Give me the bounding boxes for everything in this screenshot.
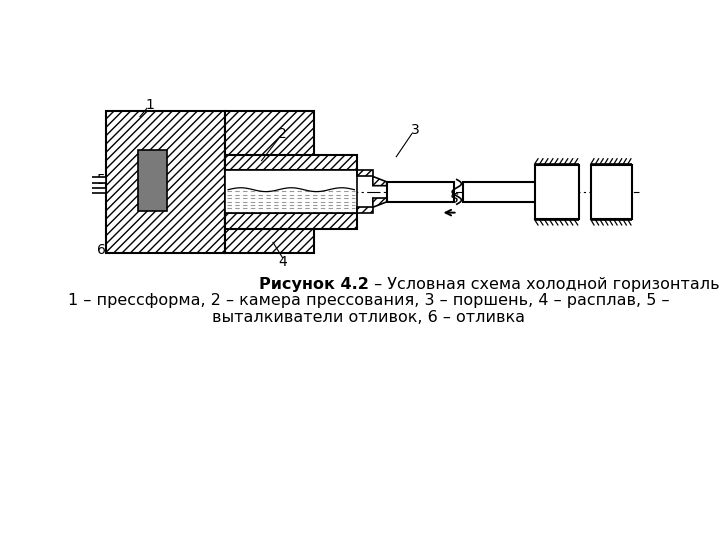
Text: выталкиватели отливок, 6 – отливка: выталкиватели отливок, 6 – отливка — [212, 310, 526, 326]
Bar — [534, 165, 579, 219]
Bar — [357, 207, 373, 213]
Polygon shape — [373, 198, 387, 207]
Bar — [387, 182, 454, 202]
Bar — [106, 111, 225, 253]
Bar — [225, 111, 314, 170]
Text: 4: 4 — [279, 255, 287, 269]
Text: S: S — [450, 192, 459, 206]
Bar — [225, 213, 314, 253]
Text: 2: 2 — [279, 127, 287, 141]
Text: 1: 1 — [145, 98, 154, 112]
Text: 5: 5 — [96, 173, 105, 187]
Text: – Условная схема холодной горизонтальной камеры прессования: – Условная схема холодной горизонтальной… — [369, 276, 720, 292]
Bar — [357, 170, 373, 177]
Bar — [225, 213, 357, 229]
Bar — [138, 150, 167, 211]
Text: Рисунок 4.2: Рисунок 4.2 — [259, 276, 369, 292]
Bar — [225, 170, 357, 213]
Bar — [463, 182, 539, 202]
Text: 6: 6 — [96, 242, 105, 256]
Bar — [225, 155, 357, 170]
Bar — [73, 177, 106, 183]
Text: 3: 3 — [411, 123, 420, 137]
Text: 1 – прессформа, 2 – камера прессования, 3 – поршень, 4 – расплав, 5 –: 1 – прессформа, 2 – камера прессования, … — [68, 294, 670, 308]
Polygon shape — [373, 177, 387, 186]
Bar — [225, 170, 357, 213]
Bar — [73, 188, 106, 193]
Bar — [590, 165, 632, 219]
